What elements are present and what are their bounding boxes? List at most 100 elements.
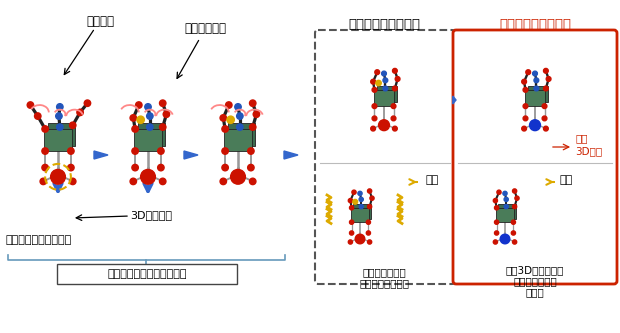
- Text: 基于直线致动器的驱动: 基于直线致动器的驱动: [5, 235, 71, 245]
- Circle shape: [368, 204, 372, 209]
- Circle shape: [352, 190, 356, 194]
- Circle shape: [382, 71, 386, 76]
- Text: 改变3D柔性单元的: 改变3D柔性单元的: [506, 265, 564, 275]
- Circle shape: [359, 197, 363, 201]
- Circle shape: [526, 70, 531, 75]
- Circle shape: [371, 126, 376, 131]
- Text: 仅利用以往技术时以: 仅利用以往技术时以: [348, 18, 420, 31]
- Circle shape: [544, 126, 548, 131]
- Circle shape: [366, 220, 371, 224]
- Circle shape: [27, 102, 33, 108]
- Circle shape: [159, 124, 166, 130]
- Circle shape: [358, 191, 362, 195]
- Circle shape: [235, 104, 241, 110]
- Bar: [498, 204, 516, 218]
- Text: 锁定
3D摇动: 锁定 3D摇动: [575, 134, 602, 157]
- Circle shape: [69, 122, 76, 129]
- Circle shape: [56, 124, 63, 130]
- Circle shape: [495, 206, 498, 210]
- Circle shape: [379, 120, 389, 131]
- FancyBboxPatch shape: [57, 264, 237, 284]
- Bar: [138, 124, 166, 146]
- Text: 与手指的接触: 与手指的接触: [184, 22, 226, 35]
- Circle shape: [494, 198, 497, 203]
- Text: 外力: 外力: [425, 175, 438, 185]
- Circle shape: [513, 189, 516, 193]
- Circle shape: [227, 116, 234, 124]
- Circle shape: [513, 204, 516, 209]
- Circle shape: [84, 100, 91, 107]
- Text: 能应对复杂形状的抓握物体: 能应对复杂形状的抓握物体: [107, 269, 187, 279]
- Circle shape: [522, 79, 526, 84]
- Circle shape: [157, 165, 164, 171]
- Circle shape: [544, 68, 548, 73]
- Circle shape: [368, 240, 372, 244]
- Circle shape: [392, 126, 397, 131]
- Circle shape: [371, 79, 376, 84]
- Circle shape: [141, 169, 156, 184]
- Bar: [376, 86, 397, 102]
- Polygon shape: [284, 151, 298, 159]
- Bar: [496, 208, 514, 222]
- FancyBboxPatch shape: [453, 30, 617, 284]
- Circle shape: [512, 220, 515, 224]
- Circle shape: [132, 148, 138, 154]
- Text: 由于具有柔性，: 由于具有柔性，: [362, 267, 406, 277]
- FancyBboxPatch shape: [315, 30, 455, 284]
- Circle shape: [355, 234, 365, 244]
- Circle shape: [77, 109, 83, 116]
- Circle shape: [42, 126, 48, 132]
- Text: 増加可変刚性机构时: 増加可変刚性机构时: [499, 18, 571, 31]
- Circle shape: [247, 165, 254, 171]
- Circle shape: [350, 220, 353, 224]
- Circle shape: [56, 104, 63, 110]
- Circle shape: [512, 231, 515, 235]
- Circle shape: [368, 189, 372, 193]
- Circle shape: [534, 86, 539, 91]
- Polygon shape: [94, 151, 108, 159]
- Text: 3D柔性单元: 3D柔性单元: [130, 210, 172, 220]
- Circle shape: [157, 148, 164, 154]
- Circle shape: [137, 116, 144, 124]
- Bar: [353, 204, 371, 218]
- Circle shape: [372, 104, 377, 109]
- Circle shape: [513, 240, 516, 244]
- Circle shape: [392, 68, 397, 73]
- Circle shape: [222, 148, 228, 154]
- Circle shape: [523, 116, 528, 121]
- Circle shape: [35, 113, 41, 119]
- Bar: [528, 86, 548, 102]
- Circle shape: [523, 88, 528, 92]
- Circle shape: [497, 190, 501, 194]
- Circle shape: [249, 178, 256, 184]
- Polygon shape: [453, 96, 456, 104]
- Circle shape: [533, 71, 538, 76]
- Text: 抓握対象: 抓握対象: [86, 15, 114, 28]
- Circle shape: [130, 178, 136, 184]
- Circle shape: [159, 100, 166, 107]
- Circle shape: [366, 231, 371, 235]
- Circle shape: [392, 86, 397, 91]
- Polygon shape: [184, 151, 198, 159]
- Circle shape: [350, 231, 353, 235]
- Circle shape: [391, 104, 396, 109]
- Circle shape: [542, 104, 547, 109]
- Circle shape: [42, 148, 48, 154]
- Circle shape: [372, 88, 377, 92]
- Circle shape: [222, 126, 228, 132]
- Circle shape: [146, 124, 153, 130]
- Circle shape: [220, 178, 226, 184]
- Text: 影响。: 影响。: [526, 287, 544, 297]
- Circle shape: [372, 116, 377, 121]
- Circle shape: [370, 196, 374, 200]
- Circle shape: [395, 77, 400, 81]
- Circle shape: [231, 169, 246, 184]
- Circle shape: [353, 199, 358, 204]
- Circle shape: [163, 111, 170, 118]
- Circle shape: [494, 240, 497, 244]
- Circle shape: [391, 116, 396, 121]
- Circle shape: [375, 70, 379, 75]
- Circle shape: [376, 80, 381, 86]
- Circle shape: [522, 126, 526, 131]
- Bar: [525, 90, 545, 106]
